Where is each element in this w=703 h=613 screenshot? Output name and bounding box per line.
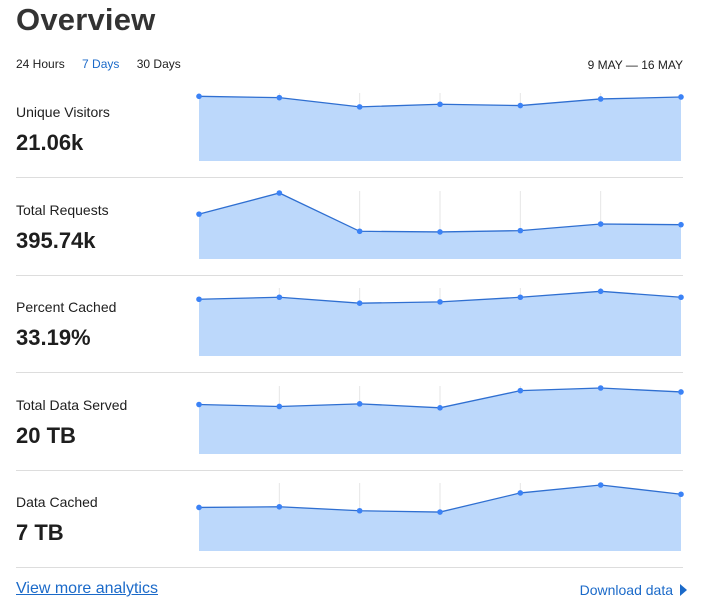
data-point [597,221,604,227]
data-point [196,401,202,408]
time-range-tabs: 24 Hours 7 Days 30 Days [16,57,195,71]
metric-row-total-requests: Total Requests 395.74k [16,179,684,276]
data-point [356,401,363,407]
data-point [356,228,363,235]
data-point [517,387,524,394]
data-point [597,385,604,391]
data-point [437,509,443,515]
data-point [678,221,684,228]
row-divider [16,177,683,178]
data-point [196,296,202,303]
data-point [517,490,524,496]
metric-label: Unique Visitors [16,104,110,120]
data-point [276,294,283,301]
data-point [356,104,363,110]
data-point [597,96,604,102]
data-point [678,94,684,100]
metric-label: Percent Cached [16,299,117,315]
area-fill [199,291,681,356]
metric-label: Total Data Served [16,397,128,413]
data-point [276,403,283,410]
metric-value: 395.74k [16,228,96,253]
view-more-analytics-link[interactable]: View more analytics [16,580,158,597]
metric-value: 33.19% [16,325,91,350]
data-point [276,94,283,101]
sparkline-unique-visitors [196,93,684,161]
data-point [196,93,202,100]
metric-row-data-cached: Data Cached 7 TB [16,471,684,568]
row-divider [16,372,683,373]
row-divider [16,275,683,276]
data-point [678,389,684,395]
metric-value: 7 TB [16,520,64,545]
date-range-label: 9 MAY — 16 MAY [587,58,683,72]
data-point [437,229,443,235]
row-divider [16,470,683,471]
tab-24-hours[interactable]: 24 Hours [16,57,65,71]
area-fill [199,193,681,259]
data-point [196,211,202,217]
metric-label: Total Requests [16,202,109,218]
row-divider [16,567,683,568]
download-data-button[interactable]: Download data [579,582,673,598]
area-fill [199,388,681,454]
data-point [356,507,363,514]
metric-row-percent-cached: Percent Cached 33.19% [16,276,684,373]
data-point [517,227,524,234]
sparkline-data-cached [196,482,684,551]
sparkline-total-requests [196,190,684,259]
data-point [678,294,684,301]
tab-30-days[interactable]: 30 Days [136,57,181,71]
area-fill [199,485,681,551]
page-title: Overview [16,2,156,37]
data-point [517,102,524,109]
sparkline-total-data-served [196,385,684,454]
data-point [517,294,524,301]
area-fill [199,96,681,161]
data-point [276,503,283,510]
data-point [276,190,283,196]
tab-7-days[interactable]: 7 Days [82,57,120,71]
metric-row-unique-visitors: Unique Visitors 21.06k [16,81,684,178]
data-point [356,300,363,306]
data-point [597,482,604,488]
metric-value: 20 TB [16,423,76,448]
data-point [437,299,443,305]
caret-right-icon[interactable] [680,584,687,596]
data-point [597,288,604,295]
sparkline-percent-cached [196,288,684,356]
data-point [678,491,684,498]
data-point [437,101,443,108]
data-point [196,504,202,511]
metric-row-total-data-served: Total Data Served 20 TB [16,374,684,471]
data-point [437,405,443,411]
metric-label: Data Cached [16,494,98,510]
metric-value: 21.06k [16,130,84,155]
